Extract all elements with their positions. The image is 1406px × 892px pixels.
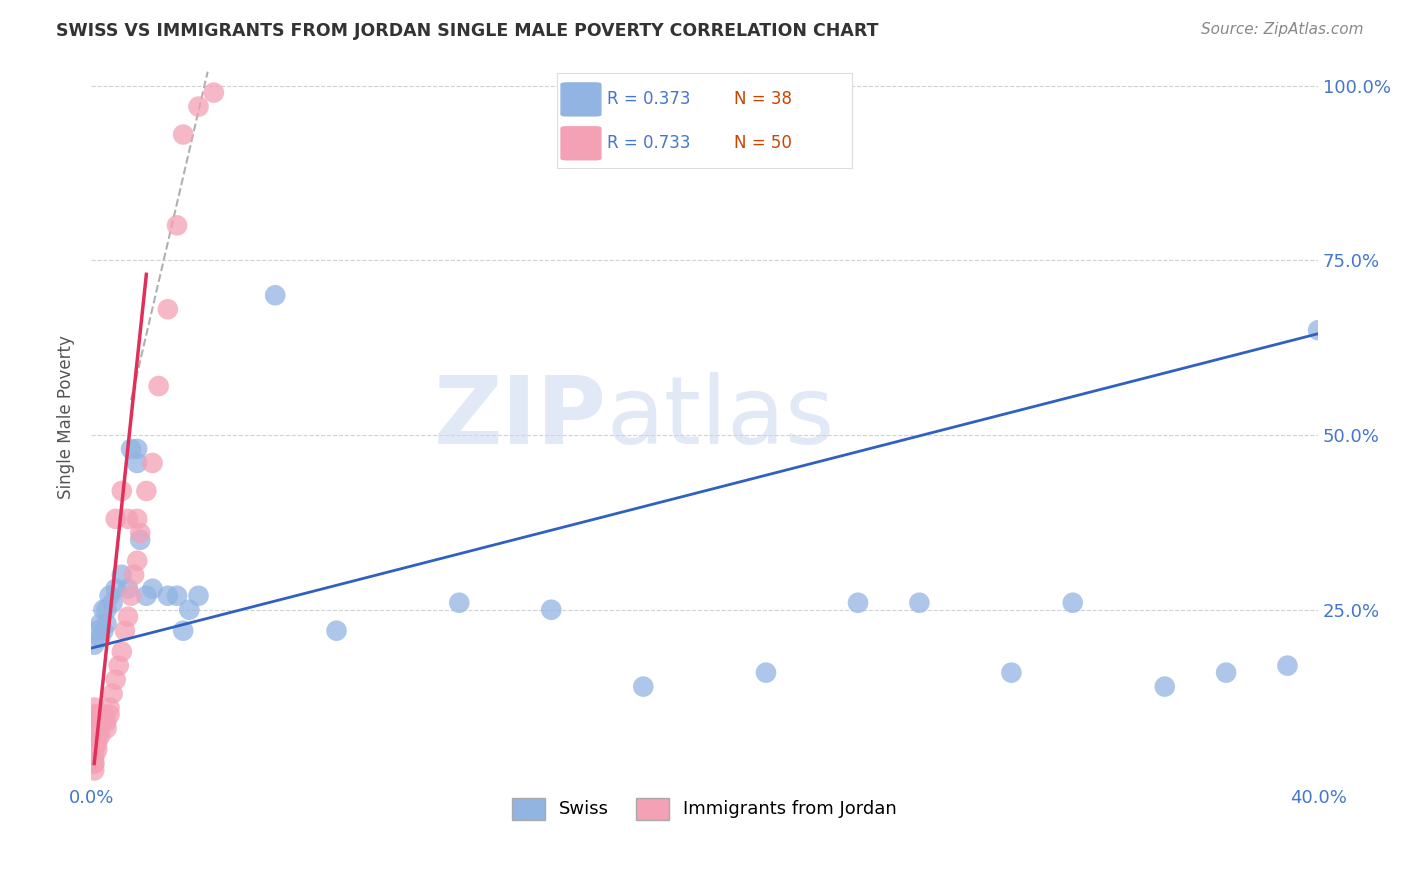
Point <box>117 582 139 596</box>
Point <box>135 589 157 603</box>
Text: Source: ZipAtlas.com: Source: ZipAtlas.com <box>1201 22 1364 37</box>
Point <box>101 687 124 701</box>
Point <box>89 616 111 631</box>
Point <box>83 700 105 714</box>
Point <box>86 735 108 749</box>
Point <box>83 714 105 729</box>
Point <box>135 483 157 498</box>
Point <box>96 603 118 617</box>
Point <box>755 665 778 680</box>
Point <box>156 589 179 603</box>
Point <box>83 742 105 756</box>
Point <box>83 638 105 652</box>
Point <box>179 603 201 617</box>
Point <box>129 533 152 547</box>
Point <box>264 288 287 302</box>
Point <box>325 624 347 638</box>
Point <box>83 756 105 771</box>
Point <box>93 624 115 638</box>
Point <box>83 735 105 749</box>
Point <box>86 707 108 722</box>
Point <box>129 525 152 540</box>
Point <box>127 456 149 470</box>
Point <box>83 756 105 771</box>
Point <box>89 707 111 722</box>
Point <box>120 589 142 603</box>
Point <box>96 714 118 729</box>
Point <box>83 764 105 778</box>
Point <box>98 589 121 603</box>
Point <box>187 99 209 113</box>
Point <box>89 631 111 645</box>
Point <box>846 596 869 610</box>
Point <box>1308 323 1330 337</box>
Point <box>86 722 108 736</box>
Point <box>93 707 115 722</box>
Point <box>141 456 163 470</box>
Point <box>117 512 139 526</box>
Point <box>122 567 145 582</box>
Point <box>633 680 655 694</box>
Point <box>166 219 188 233</box>
Point <box>114 624 136 638</box>
Point <box>120 442 142 456</box>
Point <box>111 483 134 498</box>
Point <box>127 512 149 526</box>
Point <box>1000 665 1022 680</box>
Point <box>104 512 127 526</box>
Point <box>1062 596 1084 610</box>
Point <box>908 596 931 610</box>
Point <box>148 379 170 393</box>
Point <box>104 582 127 596</box>
Point <box>1153 680 1175 694</box>
Text: ZIP: ZIP <box>433 372 606 464</box>
Point <box>104 673 127 687</box>
Point <box>117 609 139 624</box>
Point <box>1215 665 1237 680</box>
Point <box>89 714 111 729</box>
Point <box>540 603 562 617</box>
Point <box>98 707 121 722</box>
Legend: Swiss, Immigrants from Jordan: Swiss, Immigrants from Jordan <box>505 790 904 827</box>
Point <box>96 616 118 631</box>
Point <box>86 729 108 743</box>
Point <box>83 749 105 764</box>
Point <box>89 729 111 743</box>
Point <box>172 624 194 638</box>
Point <box>127 442 149 456</box>
Point <box>187 589 209 603</box>
Point <box>202 86 225 100</box>
Point <box>83 742 105 756</box>
Point <box>83 729 105 743</box>
Point <box>101 596 124 610</box>
Text: atlas: atlas <box>606 372 835 464</box>
Point <box>98 700 121 714</box>
Point <box>107 658 129 673</box>
Point <box>449 596 471 610</box>
Point <box>111 567 134 582</box>
Point <box>86 742 108 756</box>
Point <box>83 722 105 736</box>
Y-axis label: Single Male Poverty: Single Male Poverty <box>58 335 75 500</box>
Point <box>111 645 134 659</box>
Point <box>127 554 149 568</box>
Point <box>83 707 105 722</box>
Point <box>86 714 108 729</box>
Point <box>86 624 108 638</box>
Point <box>156 302 179 317</box>
Point <box>83 749 105 764</box>
Text: SWISS VS IMMIGRANTS FROM JORDAN SINGLE MALE POVERTY CORRELATION CHART: SWISS VS IMMIGRANTS FROM JORDAN SINGLE M… <box>56 22 879 40</box>
Point <box>1277 658 1299 673</box>
Point <box>141 582 163 596</box>
Point <box>172 128 194 142</box>
Point <box>96 722 118 736</box>
Point <box>93 603 115 617</box>
Point <box>166 589 188 603</box>
Point <box>93 714 115 729</box>
